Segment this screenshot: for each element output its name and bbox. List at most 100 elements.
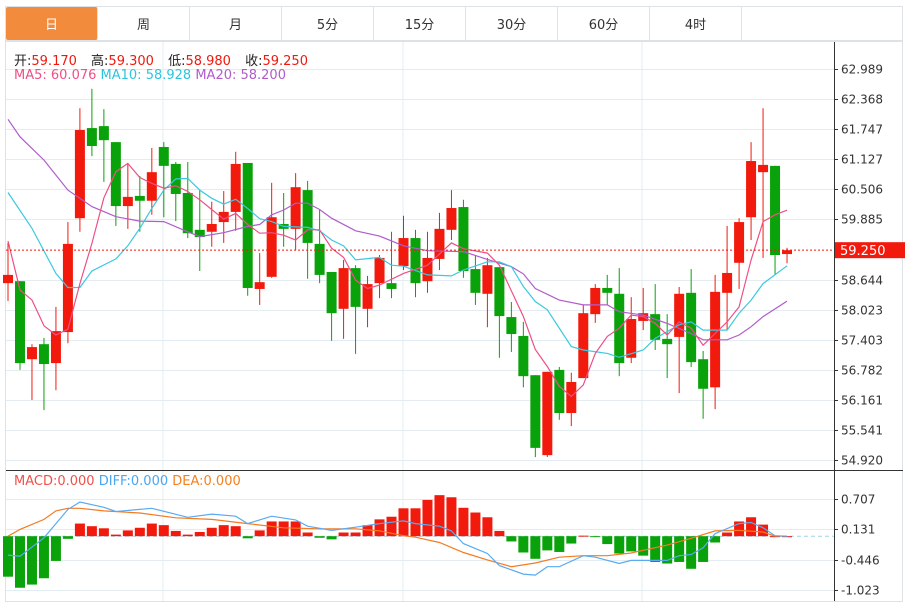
macd-bar bbox=[62, 536, 73, 539]
candle-body bbox=[566, 381, 577, 413]
candle-body bbox=[578, 313, 589, 379]
ma10-legend: MA10: 58.928 bbox=[100, 68, 192, 83]
candle-body bbox=[146, 172, 157, 201]
macd-tick-label: 0.131 bbox=[841, 523, 875, 537]
candle bbox=[290, 173, 301, 251]
candle bbox=[374, 255, 385, 299]
candle-body bbox=[182, 193, 193, 234]
candle bbox=[566, 372, 577, 427]
macd-tick-label: -0.446 bbox=[841, 554, 880, 568]
candle-body bbox=[734, 222, 745, 263]
candle-body bbox=[746, 161, 757, 218]
ma-header: MA5: 60.076 MA10: 58.928 MA20: 58.200 bbox=[14, 68, 286, 83]
ohlc-header: 开:59.170 高:59.300 低:58.980 收:59.250 bbox=[14, 50, 318, 69]
tab-6[interactable]: 60分 bbox=[558, 7, 650, 40]
open-label: 开: bbox=[14, 54, 32, 69]
candle bbox=[686, 269, 697, 367]
candle-body bbox=[650, 314, 661, 340]
tab-2[interactable]: 月 bbox=[190, 7, 282, 40]
macd-bar bbox=[230, 526, 241, 537]
candle-body bbox=[158, 146, 169, 166]
macd-bar bbox=[290, 521, 301, 537]
candle bbox=[722, 225, 733, 331]
macd-bar bbox=[422, 499, 433, 537]
macd-bar bbox=[542, 536, 553, 551]
tab-5[interactable]: 30分 bbox=[466, 7, 558, 40]
macd-bar bbox=[386, 516, 397, 537]
macd-tick-label: -1.023 bbox=[841, 584, 880, 598]
macd-bar bbox=[410, 508, 421, 537]
macd-bar bbox=[242, 536, 253, 539]
candle bbox=[614, 268, 625, 377]
macd-bar bbox=[74, 523, 85, 537]
macd-bar bbox=[758, 524, 769, 537]
tab-0[interactable]: 日 bbox=[6, 7, 98, 40]
macd-bar bbox=[578, 535, 589, 537]
candle bbox=[170, 161, 181, 222]
candle bbox=[458, 199, 469, 278]
candle-body bbox=[554, 369, 565, 413]
last-price-badge bbox=[835, 242, 905, 259]
candle bbox=[122, 162, 133, 229]
macd-bar bbox=[494, 530, 505, 537]
candle bbox=[578, 304, 589, 379]
macd-bar bbox=[50, 536, 61, 561]
macd-header: MACD:0.000 DIFF:0.000 DEA:0.000 bbox=[14, 474, 241, 489]
candle bbox=[326, 271, 337, 341]
candle-body bbox=[74, 130, 85, 219]
macd-bar bbox=[662, 536, 673, 564]
macd-bar bbox=[314, 536, 325, 538]
candle bbox=[470, 255, 481, 305]
candle bbox=[230, 151, 241, 231]
price-tick-label: 60.506 bbox=[841, 183, 883, 197]
macd-bar bbox=[266, 521, 277, 537]
macd-bar bbox=[434, 495, 445, 537]
candle bbox=[38, 337, 49, 411]
candle-body bbox=[3, 274, 13, 284]
candle bbox=[746, 142, 757, 241]
tab-7[interactable]: 4时 bbox=[650, 7, 742, 40]
candle-body bbox=[674, 293, 685, 337]
candle bbox=[422, 231, 433, 293]
macd-bar bbox=[722, 532, 733, 537]
macd-bar bbox=[158, 525, 169, 537]
candle-body bbox=[770, 165, 781, 256]
open-value: 59.170 bbox=[31, 54, 77, 69]
high-label: 高: bbox=[91, 54, 109, 69]
dea-value: 0.000 bbox=[203, 474, 241, 489]
candle bbox=[134, 176, 145, 232]
ma20-legend: MA20: 58.200 bbox=[195, 68, 286, 83]
candle bbox=[434, 212, 445, 271]
candle-body bbox=[386, 283, 397, 289]
candle bbox=[554, 366, 565, 420]
macd-bar bbox=[14, 536, 25, 588]
macd-bar bbox=[710, 536, 721, 543]
dea-line bbox=[7, 507, 787, 568]
candle-body bbox=[530, 375, 541, 448]
price-tick-label: 59.885 bbox=[841, 213, 883, 227]
ma5-line bbox=[7, 162, 788, 398]
tab-1[interactable]: 周 bbox=[98, 7, 190, 40]
macd-bar bbox=[686, 536, 697, 569]
dea-label: DEA: bbox=[172, 474, 204, 489]
candle-body bbox=[590, 287, 601, 315]
candle bbox=[662, 314, 673, 379]
macd-bar bbox=[218, 525, 229, 537]
macd-bar bbox=[194, 531, 205, 537]
macd-bar bbox=[326, 536, 337, 540]
tab-4[interactable]: 15分 bbox=[374, 7, 466, 40]
tab-3[interactable]: 5分 bbox=[282, 7, 374, 40]
ma20-line bbox=[7, 118, 788, 341]
macd-bar bbox=[26, 536, 37, 585]
candle bbox=[758, 108, 769, 258]
low-value: 58.980 bbox=[185, 54, 231, 69]
last-price-label: 59.250 bbox=[840, 244, 886, 259]
macd-bar bbox=[278, 521, 289, 537]
candle bbox=[146, 147, 157, 215]
candle-body bbox=[482, 265, 493, 294]
candle bbox=[338, 259, 349, 339]
ma5-legend: MA5: 60.076 bbox=[14, 68, 97, 83]
candle-body bbox=[350, 268, 361, 307]
macd-bar bbox=[206, 527, 217, 537]
